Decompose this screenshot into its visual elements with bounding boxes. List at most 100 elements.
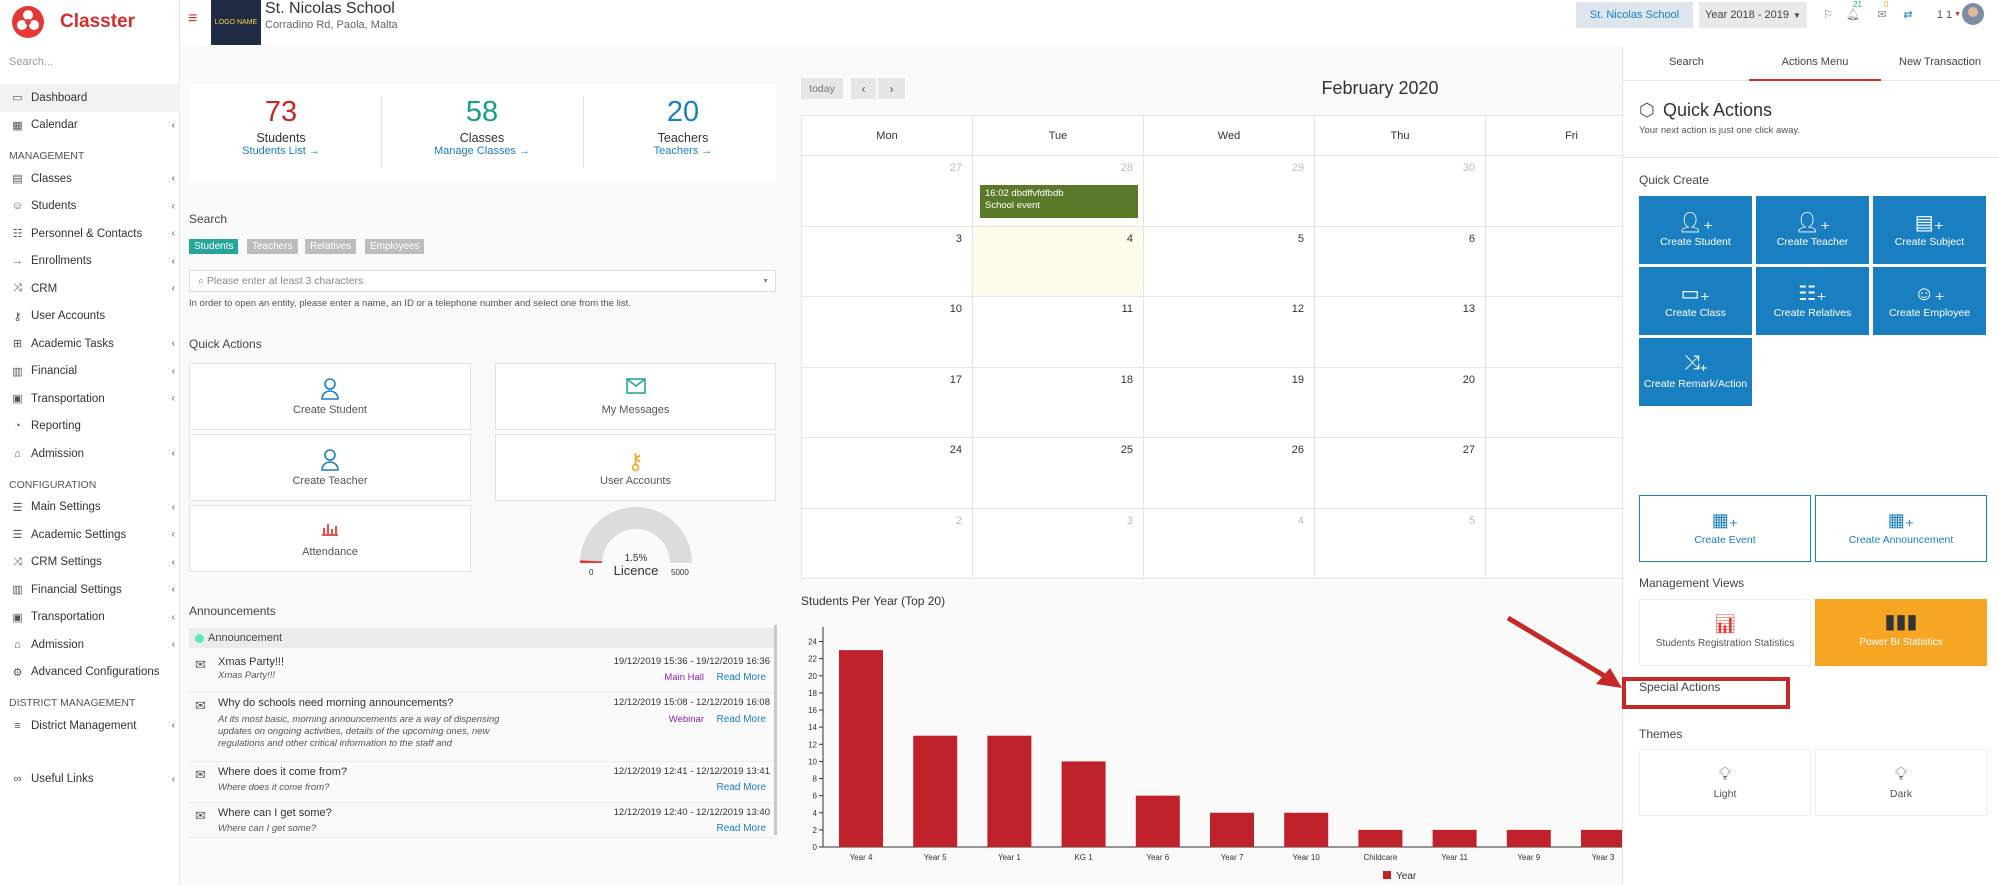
filter-teachers[interactable]: Teachers	[247, 239, 298, 254]
manage-classes-link[interactable]: Manage Classes →	[382, 145, 582, 157]
sidebar-item-classes[interactable]: ▤ Classes ‹	[0, 165, 180, 193]
app-logo[interactable]: Classter	[10, 2, 135, 42]
chart-bar[interactable]	[1284, 812, 1329, 847]
qa-create-teacher[interactable]: Create Teacher	[189, 434, 471, 501]
sidebar-item-enrollments[interactable]: → Enrollments ‹	[0, 248, 180, 276]
calendar-day-cell[interactable]: 2	[802, 508, 973, 579]
calendar-day-cell[interactable]: 30	[1315, 156, 1486, 227]
calendar-day-cell[interactable]: 19	[1144, 367, 1315, 438]
calendar-today-button[interactable]: today	[801, 78, 843, 99]
sidebar-item-useful-links[interactable]: ∞ Useful Links ‹	[0, 766, 180, 794]
tile-create-subject[interactable]: ▤₊ Create Subject	[1873, 196, 1986, 264]
sidebar-item-financial-settings[interactable]: ▥ Financial Settings ‹	[0, 576, 180, 604]
calendar-day-cell[interactable]: 13	[1315, 297, 1486, 368]
calendar-day-cell[interactable]: 25	[973, 438, 1144, 509]
sidebar-item-user-accounts[interactable]: ⚷ User Accounts	[0, 303, 180, 331]
chart-bar[interactable]	[1135, 795, 1180, 847]
calendar-prev-button[interactable]: ‹	[851, 78, 876, 99]
year-select[interactable]: Year 2018 - 2019 ▼	[1699, 2, 1807, 28]
messages-button[interactable]: ✉ 0	[1872, 0, 1892, 27]
calendar-day-cell[interactable]: 27	[1315, 438, 1486, 509]
calendar-day-cell[interactable]: 3	[973, 508, 1144, 579]
entity-search-input[interactable]: ⌕ Please enter at least 3 characters ▼	[189, 270, 776, 292]
user-menu[interactable]: 1 1 ▼	[1932, 2, 1966, 27]
read-more-link[interactable]: Read More	[716, 823, 766, 834]
filter-students[interactable]: Students	[189, 239, 239, 254]
chart-bar[interactable]	[839, 650, 883, 847]
calendar-day-cell[interactable]: 27	[802, 156, 973, 227]
calendar-day-cell[interactable]: 5	[1315, 508, 1486, 579]
tile-create-class[interactable]: ▭₊ Create Class	[1639, 267, 1752, 335]
calendar-day-cell[interactable]: 26	[1144, 438, 1315, 509]
chart-bar[interactable]	[1061, 761, 1106, 847]
sidebar-item-personnel[interactable]: ☷ Personnel & Contacts ‹	[0, 220, 180, 248]
chart-bar[interactable]	[1358, 829, 1403, 847]
sync-icon[interactable]: ⇄	[1903, 9, 1913, 21]
calendar-day-cell[interactable]: 18	[973, 367, 1144, 438]
tile-create-remark[interactable]: ⤨₊ Create Remark/Action	[1639, 338, 1752, 406]
chart-bar[interactable]	[1432, 829, 1477, 847]
filter-employees[interactable]: Employees	[365, 239, 425, 254]
chart-bar[interactable]	[1506, 829, 1551, 847]
theme-light[interactable]: 💡︎ Light	[1639, 749, 1811, 816]
announcement-item[interactable]: ✉ Where does it come from? Where does it…	[189, 762, 776, 803]
school-select-button[interactable]: St. Nicolas School	[1576, 2, 1693, 28]
read-more-link[interactable]: Read More	[716, 714, 766, 725]
tab-search[interactable]: Search	[1669, 56, 1704, 68]
sidebar-item-main-settings[interactable]: ☰ Main Settings ‹	[0, 494, 180, 522]
qa-user-accounts[interactable]: ⚷ User Accounts	[495, 434, 776, 501]
read-more-link[interactable]: Read More	[716, 672, 766, 683]
sidebar-item-financial[interactable]: ▥ Financial ‹	[0, 358, 180, 386]
chart-bar[interactable]	[1210, 812, 1254, 847]
calendar-day-cell[interactable]: 10	[802, 297, 973, 368]
students-list-link[interactable]: Students List →	[181, 145, 381, 157]
flag-icon[interactable]: ⚐	[1823, 9, 1833, 21]
theme-dark[interactable]: 💡︎ Dark	[1815, 749, 1987, 816]
avatar[interactable]	[1962, 3, 1984, 25]
sidebar-item-transportation[interactable]: ▣ Transportation ‹	[0, 385, 180, 413]
notifications-button[interactable]: 🔔︎ 21	[1843, 0, 1863, 27]
sidebar-item-calendar[interactable]: ▦ Calendar ‹	[0, 112, 180, 140]
calendar-day-cell[interactable]: 20	[1315, 367, 1486, 438]
calendar-day-cell[interactable]: 4	[1144, 508, 1315, 579]
scrollbar[interactable]	[774, 625, 777, 835]
sidebar-item-advanced-configurations[interactable]: ⚙ Advanced Configurations	[0, 659, 180, 687]
announcement-item[interactable]: ✉ Where can I get some? Where can I get …	[189, 803, 776, 838]
chart-bar[interactable]	[913, 735, 958, 847]
tile-create-employee[interactable]: ☺₊ Create Employee	[1873, 267, 1986, 335]
calendar-next-button[interactable]: ›	[878, 78, 905, 99]
sidebar-item-academic-tasks[interactable]: ⊞ Academic Tasks ‹	[0, 330, 180, 358]
sidebar-item-academic-settings[interactable]: ☰ Academic Settings ‹	[0, 521, 180, 549]
view-registration-statistics[interactable]: 📊︎ Students Registration Statistics	[1639, 599, 1811, 666]
chart-bar[interactable]	[987, 735, 1032, 847]
tile-create-relatives[interactable]: ☷₊ Create Relatives	[1756, 267, 1869, 335]
calendar-day-cell[interactable]: 5	[1144, 226, 1315, 297]
sidebar-item-admission-settings[interactable]: ⌂ Admission ‹	[0, 631, 180, 659]
sidebar-item-crm-settings[interactable]: ⤨ CRM Settings ‹	[0, 549, 180, 577]
calendar-day-cell[interactable]: 3	[802, 226, 973, 297]
hamburger-menu-icon[interactable]: ≡	[188, 10, 198, 27]
tile-create-announcement[interactable]: ▦₊ Create Announcement	[1815, 495, 1987, 562]
sidebar-item-students[interactable]: ☺ Students ‹	[0, 193, 180, 221]
tile-create-teacher[interactable]: 👤︎₊ Create Teacher	[1756, 196, 1869, 264]
tab-actions-menu[interactable]: Actions Menu	[1781, 56, 1849, 68]
read-more-link[interactable]: Read More	[716, 782, 766, 793]
sidebar-item-district-management[interactable]: ≡ District Management ‹	[0, 712, 180, 740]
sidebar-item-reporting[interactable]: ◔ Reporting	[0, 413, 180, 441]
calendar-day-cell[interactable]: 6	[1315, 226, 1486, 297]
teachers-link[interactable]: Teachers →	[583, 145, 783, 157]
sidebar-search-input[interactable]: Search...	[9, 56, 54, 68]
qa-my-messages[interactable]: My Messages	[495, 363, 776, 430]
calendar-day-cell[interactable]: 24	[802, 438, 973, 509]
calendar-day-cell[interactable]: 29	[1144, 156, 1315, 227]
qa-create-student[interactable]: Create Student	[189, 363, 471, 430]
filter-relatives[interactable]: Relatives	[305, 239, 357, 254]
chart-bar[interactable]	[1581, 829, 1622, 847]
sidebar-item-admission[interactable]: ⌂ Admission ‹	[0, 440, 180, 468]
qa-attendance[interactable]: Attendance	[189, 505, 471, 572]
sidebar-item-crm[interactable]: ⤨ CRM ‹	[0, 275, 180, 303]
announcement-item[interactable]: ✉ Why do schools need morning announceme…	[189, 693, 776, 762]
tile-create-event[interactable]: ▦₊ Create Event	[1639, 495, 1811, 562]
tab-new-transaction[interactable]: New Transaction	[1899, 56, 1981, 68]
calendar-day-cell[interactable]: 11	[973, 297, 1144, 368]
